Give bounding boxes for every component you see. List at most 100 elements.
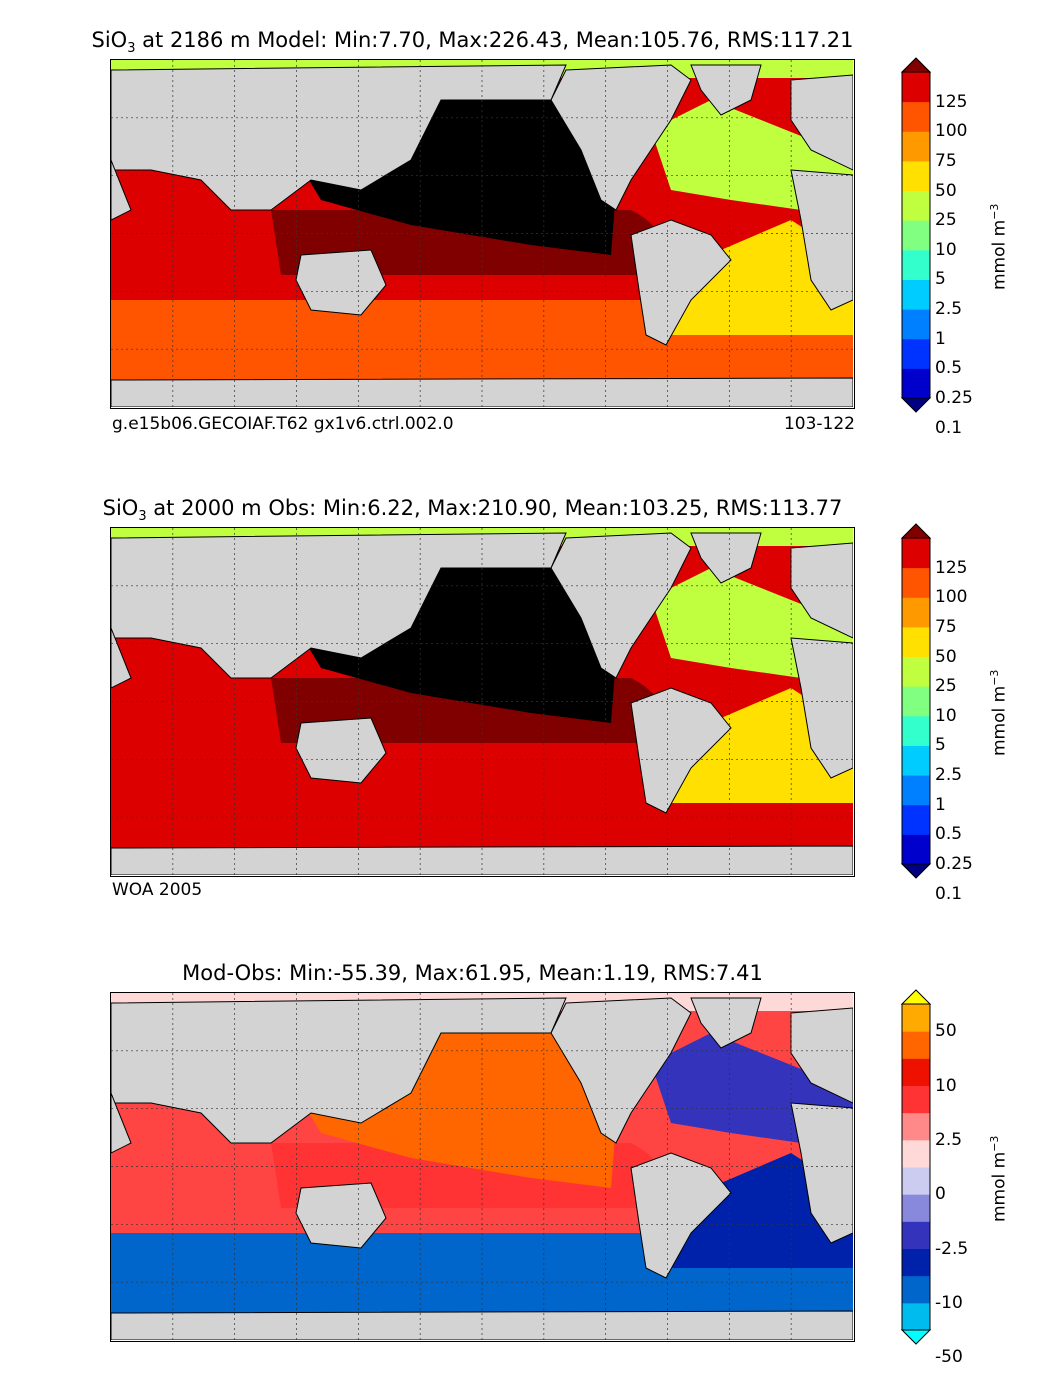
colorbar-segment: [902, 160, 930, 192]
map: [110, 527, 855, 877]
colorbar-segment: [902, 1004, 930, 1032]
colorbar-tick-label: 1: [935, 328, 946, 349]
colorbar-tick-label: 2.5: [935, 299, 963, 320]
panel-title: Mod-Obs: Min:-55.39, Max:61.95, Mean:1.1…: [182, 961, 763, 985]
colorbar: [900, 57, 932, 413]
colorbar-segment: [902, 249, 930, 280]
colorbar-segment: [902, 309, 930, 340]
colorbar-segment: [902, 1275, 930, 1304]
colorbar-segment: [902, 1248, 930, 1277]
colorbar-tick-label: 25: [935, 676, 957, 697]
colorbar-segment: [902, 190, 930, 221]
colorbar-tick-label: -50: [935, 1347, 963, 1368]
colorbar-segment: [902, 1139, 930, 1168]
colorbar-segment: [902, 745, 930, 776]
colorbar-segment: [902, 626, 930, 658]
colorbar-segment: [902, 279, 930, 310]
colorbar-tick-label: 1: [935, 794, 946, 815]
map: [110, 992, 855, 1342]
colorbar-segment: [902, 567, 930, 598]
colorbar-tick-label: 100: [935, 121, 968, 142]
colorbar-segment: [902, 1221, 930, 1249]
colorbar-tick-label: 0.1: [935, 883, 963, 904]
colorbar-tick-label: 125: [935, 91, 968, 112]
colorbar-over-arrow: [900, 989, 932, 1005]
north-america-land: [550, 997, 692, 1144]
south-america-land: [630, 219, 732, 346]
panel-model: SiO3 at 2186 m Model: Min:7.70, Max:226.…: [0, 0, 1045, 460]
colorbar-frame: [901, 1003, 931, 1331]
colorbar-tick-label: 0.25: [935, 388, 973, 408]
colorbar-segment: [902, 804, 930, 835]
colorbar-tick-label: 0.1: [935, 417, 963, 438]
colorbar: [900, 989, 932, 1345]
colorbar-tick-label: 0: [935, 1184, 946, 1205]
colorbar-tick-label: -10: [935, 1292, 963, 1313]
colorbar-segment: [902, 1085, 930, 1114]
colorbar-segment: [902, 715, 930, 746]
colorbar-tick-label: 5: [935, 269, 946, 290]
colorbar-segment: [902, 834, 930, 865]
caption-years: 103-122: [783, 414, 855, 434]
caption-run-name: g.e15b06.GECOIAF.T62 gx1v6.ctrl.002.0: [112, 414, 454, 434]
colorbar-tick-label: 50: [935, 1021, 957, 1042]
colorbar-tick-label: 10: [935, 1075, 957, 1096]
africa-west-land: [111, 627, 132, 689]
graticule: [111, 60, 853, 407]
colorbar-tick-label: 50: [935, 180, 957, 201]
colorbar-tick-label: 10: [935, 705, 957, 726]
graticule: [111, 528, 853, 875]
australia-land: [295, 1182, 387, 1249]
colorbar-frame: [901, 71, 931, 399]
australia-land: [295, 717, 387, 784]
colorbar-tick-label: 75: [935, 150, 957, 171]
colorbar-tick-label: 50: [935, 646, 957, 667]
colorbar-segment: [902, 1194, 930, 1222]
colorbar-tick-label: 0.5: [935, 824, 963, 845]
africa-land: [790, 1102, 853, 1244]
north-america-land: [550, 532, 692, 679]
colorbar-tick-label: 10: [935, 239, 957, 260]
colorbar-under-arrow: [900, 1329, 932, 1345]
panel-obs: SiO3 at 2000 m Obs: Min:6.22, Max:210.90…: [103, 496, 1010, 904]
antarctica-land: [111, 1310, 853, 1340]
africa-west-land: [111, 159, 132, 221]
colorbar: [900, 523, 932, 879]
colorbar-tick-label: 0.25: [935, 854, 973, 874]
colorbar-tick-label: 2.5: [935, 765, 963, 786]
colorbar-tick-label: 0.5: [935, 358, 963, 379]
colorbar-segment: [902, 686, 930, 717]
colorbar-segment: [902, 220, 930, 251]
colorbar-segment: [902, 775, 930, 806]
caption-dataset: WOA 2005: [112, 880, 203, 900]
panel-title: SiO3 at 2186 m Model: Min:7.70, Max:226.…: [91, 28, 854, 57]
colorbar-tick-label: 125: [935, 557, 968, 578]
colorbar-segment: [902, 656, 930, 687]
colorbar-graphic: [900, 57, 932, 413]
colorbar-segment: [902, 131, 930, 162]
colorbar-frame: [901, 537, 931, 865]
africa-west-land: [111, 1092, 132, 1154]
greenland-land: [690, 64, 762, 116]
colorbar-segment: [902, 1112, 930, 1141]
greenland-land: [690, 997, 762, 1049]
map-canvas: [111, 993, 853, 1340]
south-america-land: [630, 687, 732, 814]
south-america-land: [630, 1152, 732, 1279]
colorbar-tick-label: 5: [935, 735, 946, 756]
colorbar-tick-label: 100: [935, 587, 968, 608]
north-america-land: [550, 64, 692, 211]
colorbar-tick-label: 25: [935, 210, 957, 231]
colorbar-segment: [902, 72, 930, 103]
graticule: [111, 993, 853, 1340]
colorbar-unit-label: mmol m−3: [988, 1135, 1010, 1222]
colorbar-tick-label: 75: [935, 616, 957, 637]
colorbar-graphic: [900, 523, 932, 879]
colorbar-segment: [902, 368, 930, 399]
map: [110, 59, 855, 409]
greenland-land: [690, 532, 762, 584]
colorbar-segment: [902, 1031, 930, 1059]
colorbar-segment: [902, 538, 930, 569]
colorbar-segment: [902, 101, 930, 132]
